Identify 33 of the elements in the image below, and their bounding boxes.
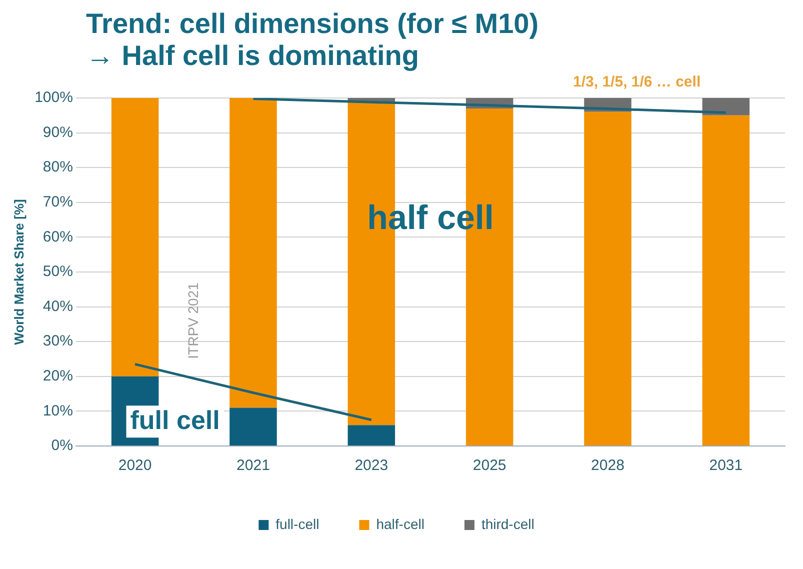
x-tick-label: 2028 bbox=[591, 457, 624, 474]
legend-label: half-cell bbox=[376, 516, 424, 532]
bar bbox=[111, 98, 159, 376]
text: 1/3, 1/5, 1/6 … cell bbox=[573, 73, 701, 90]
x-tick-label: 2020 bbox=[118, 457, 152, 474]
bar bbox=[230, 408, 277, 446]
chart-title: Trend: cell dimensions (for ≤ M10) bbox=[85, 8, 540, 40]
annotation: full cell bbox=[130, 404, 220, 435]
bar bbox=[348, 425, 396, 446]
y-tick-label: 10% bbox=[42, 402, 73, 420]
y-tick-label: 70% bbox=[42, 194, 73, 211]
y-tick-label: 80% bbox=[42, 158, 73, 176]
bar bbox=[230, 98, 277, 408]
bar bbox=[702, 98, 750, 116]
y-tick-label: 0% bbox=[51, 437, 73, 454]
x-tick-label: 2021 bbox=[236, 457, 270, 474]
x-tick-label: 2031 bbox=[709, 457, 743, 474]
y-tick-label: 100% bbox=[34, 89, 73, 106]
y-tick-label: 40% bbox=[42, 298, 73, 315]
legend-label: third-cell bbox=[481, 516, 534, 532]
chart-subtitle: → Half cell is dominating bbox=[85, 40, 420, 72]
annotation: ITRPV 2021 bbox=[184, 282, 201, 359]
y-tick-label: 60% bbox=[42, 228, 73, 246]
y-tick-label: 50% bbox=[42, 263, 73, 280]
y-tick-label: 90% bbox=[42, 124, 73, 141]
x-tick-label: 2025 bbox=[472, 457, 506, 474]
legend-label: full-cell bbox=[276, 516, 320, 532]
bar bbox=[702, 115, 750, 446]
y-tick-label: 20% bbox=[42, 368, 73, 385]
x-tick-label: 2023 bbox=[354, 457, 388, 474]
y-axis-title: World Market Share [%] bbox=[11, 199, 26, 345]
y-tick-label: 30% bbox=[42, 332, 73, 350]
bar bbox=[584, 112, 632, 446]
